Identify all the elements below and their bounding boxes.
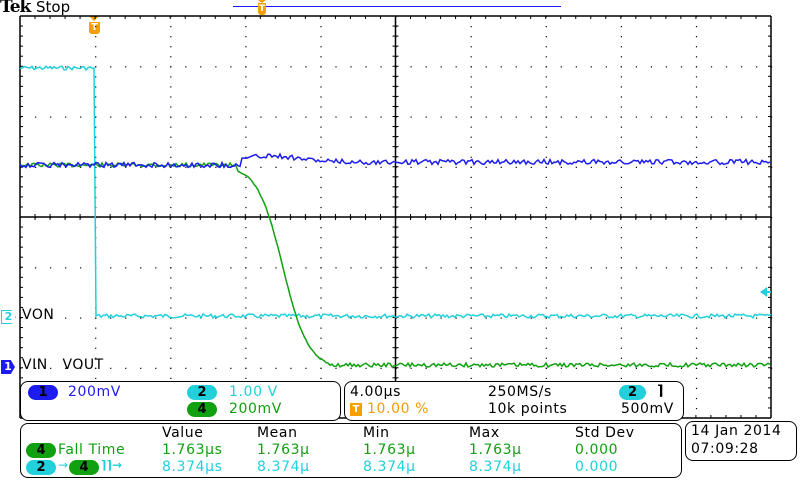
record-position-bar <box>233 6 561 7</box>
trigger-source-badge: 2 <box>619 385 646 400</box>
measurement-mean: 8.374µ <box>257 459 310 475</box>
trigger-position-marker[interactable]: T <box>89 16 100 34</box>
horizontal-scale: 4.00µs <box>350 384 401 400</box>
trigger-level-arrow-icon <box>760 287 767 297</box>
measurement-value: 1.763µs <box>162 442 223 458</box>
ch2-ground-marker[interactable]: 2 <box>1 310 16 324</box>
ch2-label: VON <box>22 307 55 323</box>
measurement-std-dev: 0.000 <box>575 442 619 458</box>
col-header-std-dev: Std Dev <box>575 425 635 441</box>
ch4-scale: 200mV <box>229 401 282 417</box>
record-length: 10k points <box>488 401 568 417</box>
trigger-t-icon: T <box>89 22 100 34</box>
tek-logo: Tek <box>0 0 31 17</box>
time: 07:09:28 <box>691 441 759 457</box>
falling-edges-arrow-icon: ⌉⌉→ <box>101 458 123 472</box>
ch4-badge: 4 <box>69 460 99 475</box>
measurement-std-dev: 0.000 <box>575 459 619 475</box>
trigger-position-t-icon: T <box>350 403 362 416</box>
measurement-value: 8.374µs <box>162 459 223 475</box>
trigger-t-icon: T <box>258 3 266 15</box>
col-header-min: Min <box>363 425 390 441</box>
arrow-icon: → <box>58 458 69 472</box>
trigger-position: 10.00 % <box>367 401 430 417</box>
waveform-ch2 <box>19 65 772 320</box>
vertical-scale-panel[interactable]: 1 200mV 2 1.00 V 4 200mV <box>20 381 341 421</box>
ch4-badge: 4 <box>187 402 217 417</box>
ch1-scale: 200mV <box>68 384 121 400</box>
measurement-max: 1.763µ <box>469 442 522 458</box>
measurement-min: 8.374µ <box>363 459 416 475</box>
run-status: Stop <box>36 0 71 16</box>
ch2-badge: 2 <box>187 385 217 400</box>
ch4-badge: 4 <box>26 443 56 458</box>
datetime-panel: 14 Jan 2014 07:09:28 <box>685 421 797 461</box>
record-trigger-marker: T <box>258 0 266 15</box>
trigger-slope-icon: ⌉ <box>657 383 664 399</box>
measurement-max: 8.374µ <box>469 459 522 475</box>
sample-rate: 250MS/s <box>488 384 552 400</box>
ch1-badge: 1 <box>28 385 58 400</box>
col-header-value: Value <box>162 425 204 441</box>
measurement-name: Fall Time <box>58 442 126 458</box>
ch2-badge: 2 <box>26 460 56 475</box>
ch2-scale: 1.00 V <box>229 384 278 400</box>
measurement-mean: 1.763µ <box>257 442 310 458</box>
date: 14 Jan 2014 <box>691 423 782 439</box>
horizontal-trigger-panel[interactable]: 4.00µs 250MS/s 2 ⌉ T 10.00 % 10k points … <box>344 381 684 421</box>
measurements-panel[interactable]: Value Mean Min Max Std Dev 4 Fall Time 1… <box>20 423 682 478</box>
waveform-ch1 <box>19 152 771 169</box>
ch1-label: VIN VOUT <box>22 357 104 373</box>
trigger-level: 500mV <box>621 401 674 417</box>
ch1-ground-marker[interactable]: 1 <box>1 360 15 374</box>
col-header-max: Max <box>469 425 500 441</box>
col-header-mean: Mean <box>257 425 298 441</box>
measurement-min: 1.763µ <box>363 442 416 458</box>
